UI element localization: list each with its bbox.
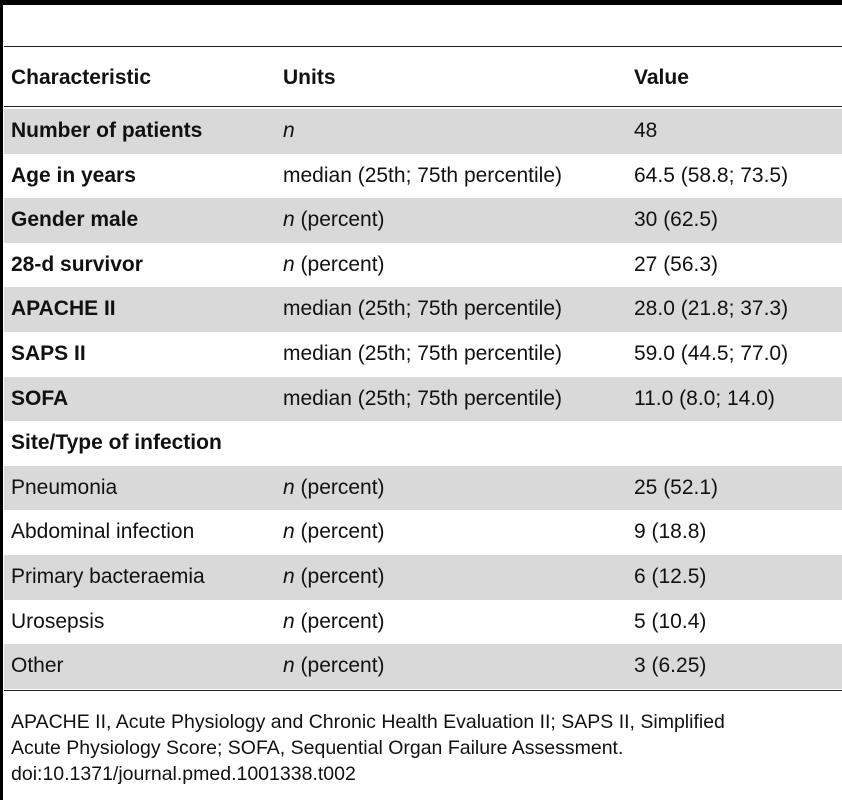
units-cell: n bbox=[283, 109, 295, 154]
units-n: n bbox=[283, 208, 295, 232]
table-row: Abdominal infection n (percent) 9 (18.8) bbox=[4, 510, 842, 555]
table-row: APACHE II median (25th; 75th percentile) 2… bbox=[4, 287, 842, 332]
doi-text: doi:10.1371/journal.pmed.1001338.t002 bbox=[11, 763, 356, 785]
table-header: Characteristic Units Value bbox=[4, 56, 842, 100]
units-cell: n (percent) bbox=[283, 510, 385, 555]
table-bottom-rule bbox=[4, 690, 842, 691]
units-text: (percent) bbox=[294, 475, 385, 499]
value-cell: 11.0 (8.0; 14.0) bbox=[634, 386, 775, 410]
units-n: n bbox=[283, 252, 295, 276]
units-cell: n (percent) bbox=[283, 644, 385, 689]
characteristic-cell: 28-d survivor bbox=[11, 252, 143, 276]
header-bottom-rule bbox=[4, 106, 842, 107]
value-cell: 64.5 (58.8; 73.5) bbox=[634, 163, 789, 187]
table-row: Pneumonia n (percent) 25 (52.1) bbox=[4, 465, 842, 511]
units-text: (percent) bbox=[294, 208, 385, 232]
characteristic-cell: SAPS II bbox=[11, 341, 86, 365]
value-cell: 27 (56.3) bbox=[634, 252, 719, 276]
table-row: SOFA median (25th; 75th percentile) 11.0 (… bbox=[4, 376, 842, 422]
units-cell: median (25th; 75th percentile) bbox=[283, 287, 562, 332]
table-row: Gender male n (percent) 30 (62.5) bbox=[4, 198, 842, 243]
header-units: Units bbox=[283, 66, 336, 89]
characteristic-cell: Gender male bbox=[11, 208, 139, 232]
table-row: Number of patients n 48 bbox=[4, 109, 842, 154]
units-text: (percent) bbox=[294, 520, 385, 544]
top-border bbox=[0, 0, 842, 5]
table-row: SAPS II median (25th; 75th percentile) 59.… bbox=[4, 332, 842, 377]
units-cell: n (percent) bbox=[283, 600, 385, 645]
units-text: median (25th; 75th percentile) bbox=[283, 297, 562, 321]
value-cell: 59.0 (44.5; 77.0) bbox=[634, 341, 789, 365]
characteristic-cell: Site/Type of infection bbox=[11, 431, 222, 455]
units-cell: n (percent) bbox=[283, 466, 385, 511]
units-cell: median (25th; 75th percentile) bbox=[283, 154, 562, 199]
table-row: Primary bacteraemia n (percent) 6 (12.5) bbox=[4, 554, 842, 600]
table-row: 28-d survivor n (percent) 27 (56.3) bbox=[4, 243, 842, 288]
characteristic-cell: Pneumonia bbox=[11, 475, 118, 499]
value-cell: 48 bbox=[634, 119, 658, 142]
table-row: Age in years median (25th; 75th percentil… bbox=[4, 154, 842, 199]
characteristic-cell: SOFA bbox=[11, 386, 69, 410]
value-cell: 30 (62.5) bbox=[634, 208, 719, 232]
value-cell: 5 (10.4) bbox=[634, 609, 707, 633]
units-text: (percent) bbox=[294, 609, 385, 633]
value-cell: 6 (12.5) bbox=[634, 564, 707, 588]
header-value: Value bbox=[634, 66, 689, 89]
units-text: median (25th; 75th percentile) bbox=[283, 163, 562, 187]
units-n: n bbox=[283, 564, 295, 588]
units-cell: n (percent) bbox=[283, 198, 385, 243]
units-cell: median (25th; 75th percentile) bbox=[283, 332, 562, 377]
characteristic-cell: Abdominal infection bbox=[11, 520, 195, 544]
characteristic-cell: Other bbox=[11, 654, 64, 678]
characteristic-cell: APACHE II bbox=[11, 297, 116, 321]
units-n: n bbox=[283, 475, 295, 499]
characteristic-cell: Number of patients bbox=[11, 119, 203, 142]
units-text: (percent) bbox=[294, 564, 385, 588]
units-text: (percent) bbox=[294, 252, 385, 276]
characteristic-cell: Primary bacteraemia bbox=[11, 564, 205, 588]
header-top-rule bbox=[4, 46, 842, 47]
left-border bbox=[0, 0, 3, 800]
units-text: median (25th; 75th percentile) bbox=[283, 341, 562, 365]
units-cell: median (25th; 75th percentile) bbox=[283, 377, 562, 422]
value-cell: 28.0 (21.8; 37.3) bbox=[634, 297, 789, 321]
units-text: (percent) bbox=[294, 654, 385, 678]
header-characteristic: Characteristic bbox=[11, 66, 152, 89]
value-cell: 9 (18.8) bbox=[634, 520, 707, 544]
units-n: n bbox=[283, 609, 295, 633]
units-n: n bbox=[283, 520, 295, 544]
units-n: n bbox=[283, 119, 295, 142]
characteristic-cell: Urosepsis bbox=[11, 609, 105, 633]
footnote: APACHE II, Acute Physiology and Chronic … bbox=[11, 709, 841, 787]
table-row: Site/Type of infection bbox=[4, 421, 842, 466]
units-n: n bbox=[283, 654, 295, 678]
table-body: Number of patients n 48 Age in years median … bbox=[4, 109, 842, 689]
units-cell: n (percent) bbox=[283, 555, 385, 600]
value-cell: 3 (6.25) bbox=[634, 654, 707, 678]
units-cell: n (percent) bbox=[283, 243, 385, 288]
units-text: median (25th; 75th percentile) bbox=[283, 386, 562, 410]
table-row: Urosepsis n (percent) 5 (10.4) bbox=[4, 600, 842, 645]
value-cell: 25 (52.1) bbox=[634, 475, 719, 499]
characteristic-cell: Age in years bbox=[11, 163, 136, 187]
footnote-line: Acute Physiology Score; SOFA, Sequential… bbox=[11, 737, 624, 759]
footnote-line: APACHE II, Acute Physiology and Chronic … bbox=[11, 711, 725, 733]
table-row: Other n (percent) 3 (6.25) bbox=[4, 644, 842, 689]
